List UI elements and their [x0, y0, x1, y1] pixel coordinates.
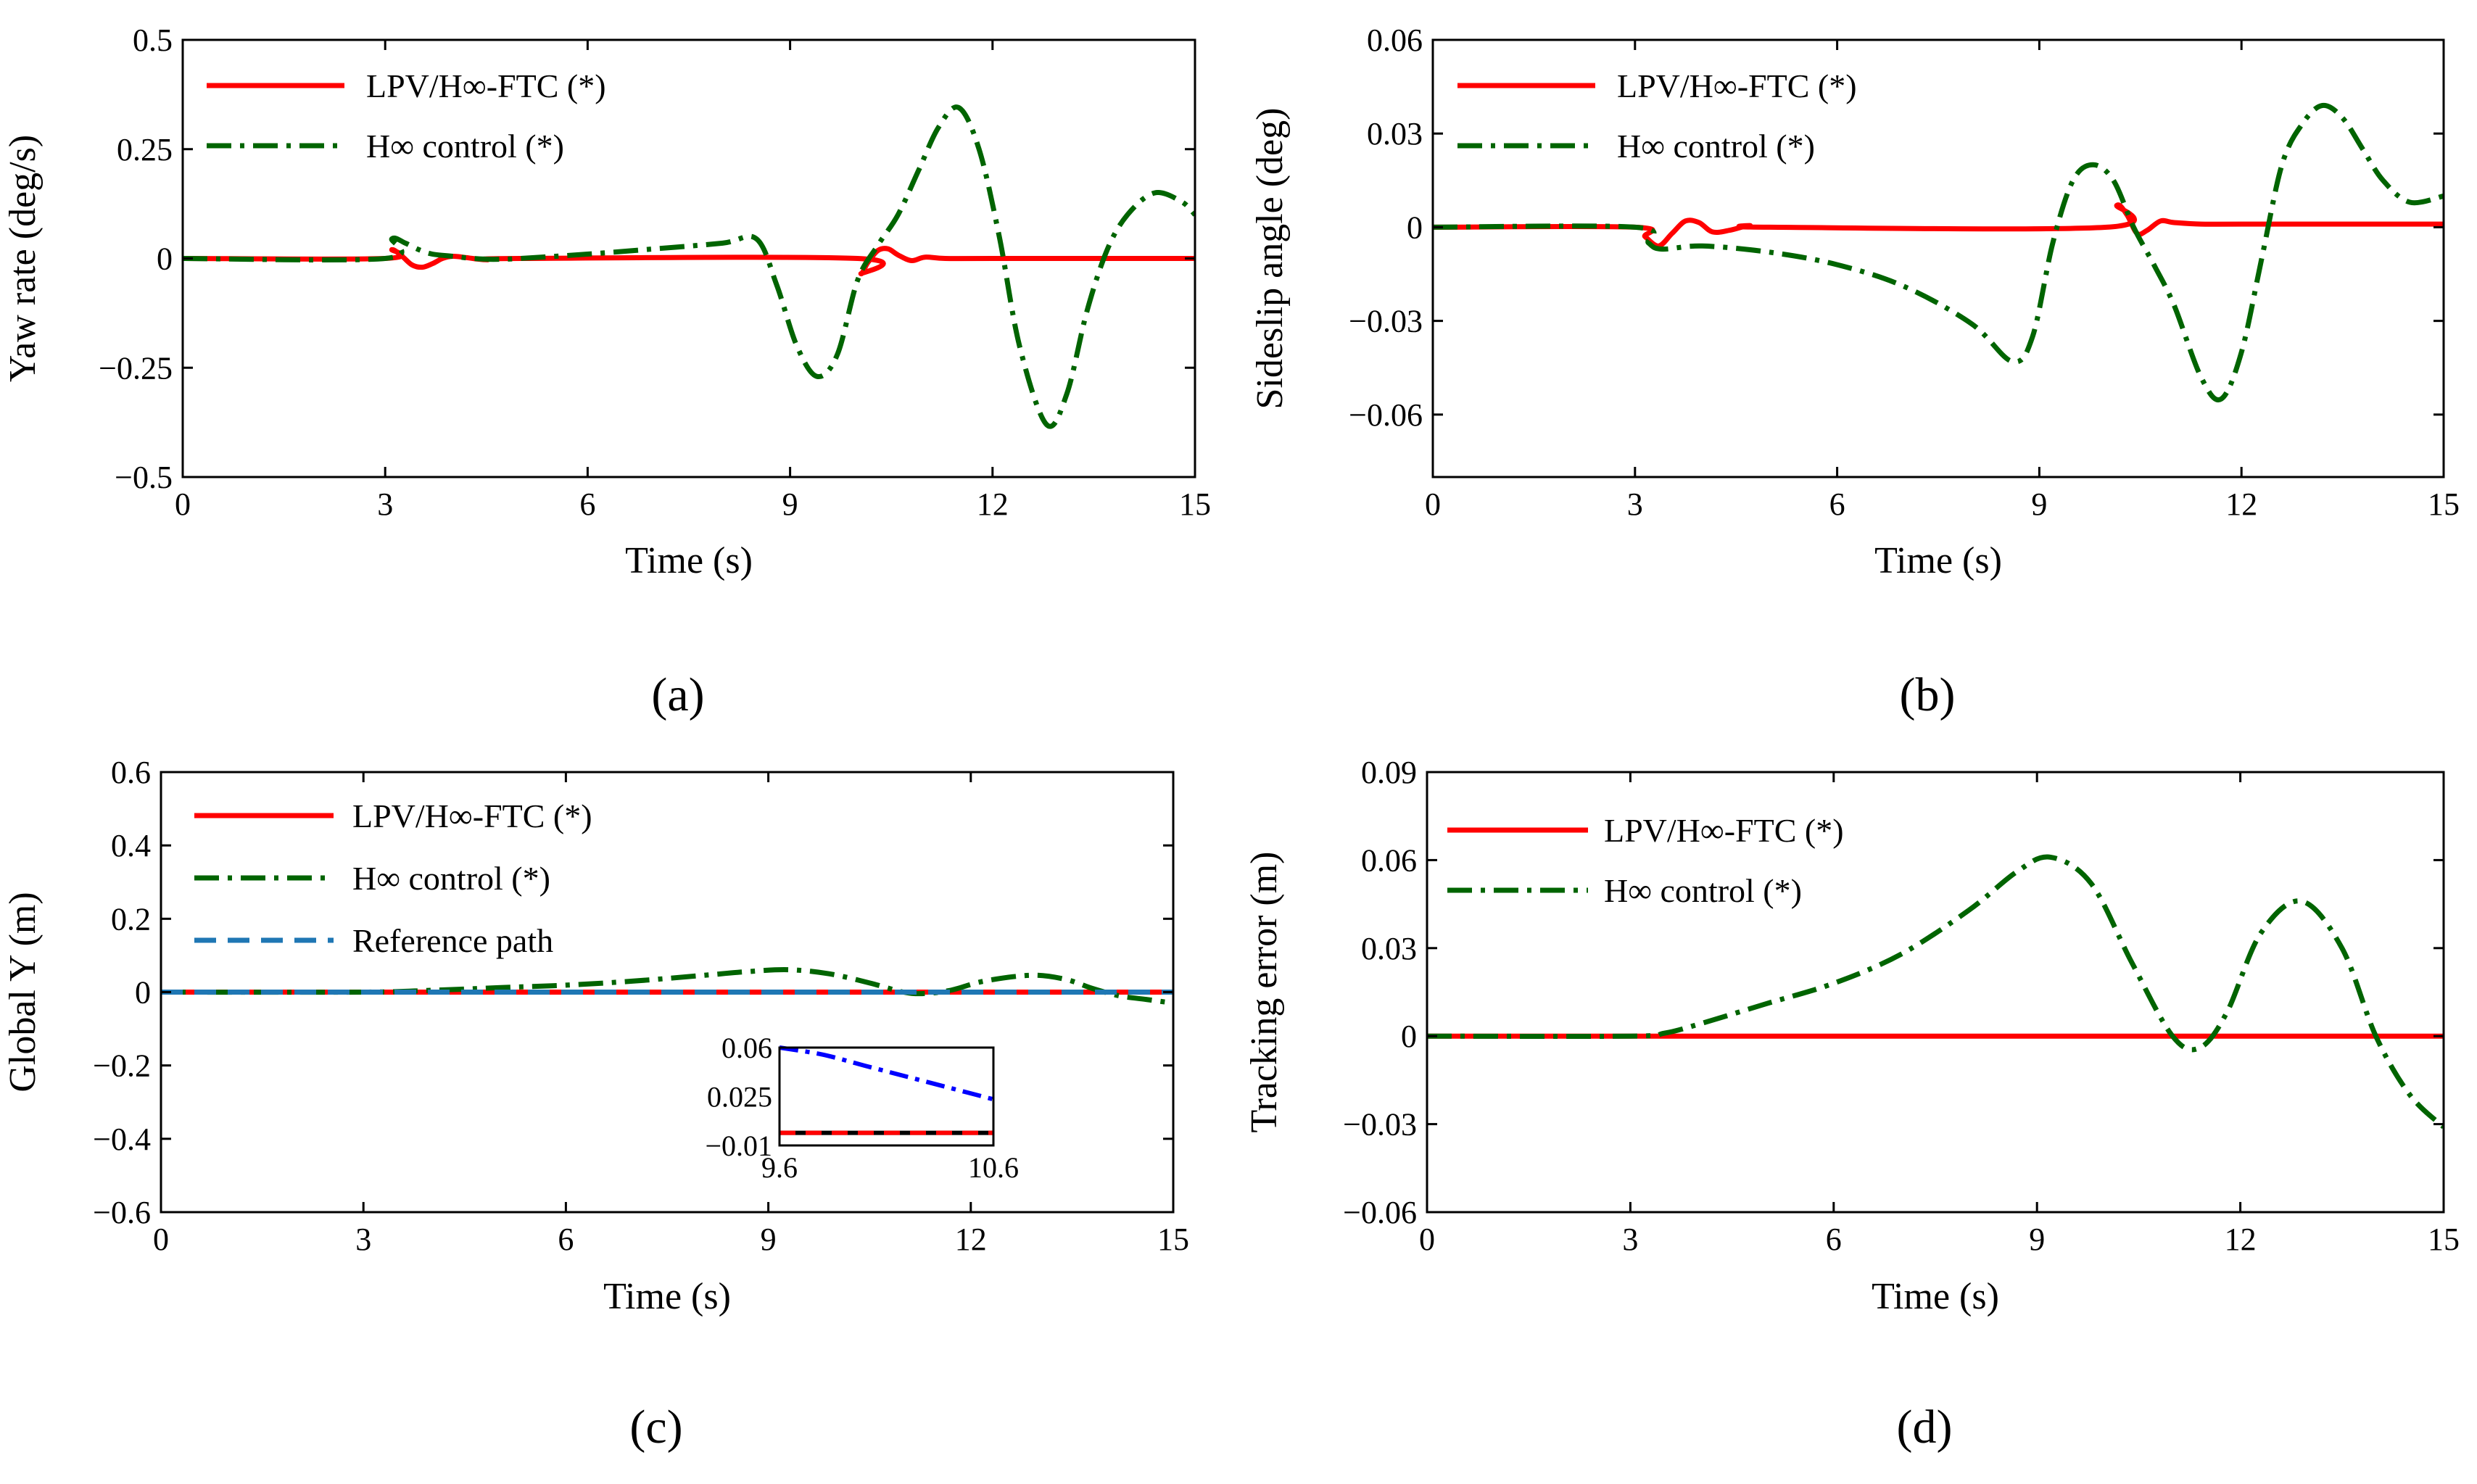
x-tick-label: 3 [355, 1222, 371, 1257]
legend-label-hinf: H∞ control (*) [1604, 872, 1802, 909]
x-tick-label: 12 [2225, 486, 2257, 522]
x-tick-label: 6 [1829, 486, 1845, 522]
legend-label-hinf: H∞ control (*) [352, 860, 550, 897]
x-tick-label: 3 [377, 486, 393, 522]
y-tick-label: 0 [1401, 1019, 1417, 1054]
inset-y-tick-label: −0.01 [705, 1129, 772, 1162]
y-axis-title: Sideslip angle (deg) [1249, 108, 1291, 410]
legend-label-ftc: LPV/H∞-FTC (*) [366, 67, 606, 104]
series-line-hinf [1433, 102, 2444, 403]
legend-label-ftc: LPV/H∞-FTC (*) [352, 797, 592, 834]
y-tick-label: 0.06 [1361, 842, 1417, 878]
series-line-ftc [1433, 202, 2444, 249]
x-tick-label: 15 [2428, 1222, 2460, 1257]
y-tick-label: 0.09 [1361, 755, 1417, 790]
chart-panel-b: 0 3 6 9 12 15 −0.06 −0.03 0 0.03 0.06 Time (s) Sides… [1249, 22, 2460, 721]
chart-panel-c: 0 3 6 9 12 15 −0.6 −0.4 −0.2 0 0.2 0.4 0.6 Time (s) Gl… [2, 755, 1189, 1454]
y-tick-label: 0.25 [117, 132, 173, 167]
x-tick-label: 3 [1622, 1222, 1638, 1257]
x-tick-label: 0 [175, 486, 191, 522]
x-axis-title: Time (s) [1874, 540, 2002, 581]
y-tick-label: −0.03 [1343, 1107, 1417, 1143]
panel-label: (c) [629, 1401, 682, 1454]
y-tick-label: −0.06 [1349, 397, 1423, 433]
x-tick-label: 9 [2029, 1222, 2045, 1257]
inset-line-inset_blue [779, 1045, 994, 1102]
y-tick-label: 0 [157, 241, 173, 277]
series-line-hinf [183, 104, 1195, 429]
legend-label-ftc: LPV/H∞-FTC (*) [1604, 812, 1844, 849]
series-line-ftc [183, 246, 1195, 277]
y-tick-label: −0.4 [93, 1122, 151, 1157]
x-tick-label: 9 [761, 1222, 777, 1257]
y-axis-title: Global Y (m) [2, 892, 44, 1092]
y-tick-label: 0 [1407, 210, 1423, 245]
plot-frame [1431, 38, 2445, 478]
legend-label-hinf: H∞ control (*) [366, 128, 564, 165]
inset-frame [778, 1046, 995, 1147]
y-tick-label: −0.06 [1343, 1195, 1417, 1230]
legend-label-hinf: H∞ control (*) [1617, 128, 1815, 165]
x-tick-label: 15 [2428, 486, 2460, 522]
y-tick-label: 0.6 [111, 755, 151, 790]
y-tick-label: 0.2 [111, 901, 151, 937]
plot-frame [1426, 771, 2445, 1214]
inset-x-tick-label: 10.6 [968, 1151, 1019, 1184]
legend-label-ref: Reference path [352, 922, 553, 959]
x-axis-title: Time (s) [1872, 1276, 1999, 1317]
x-axis-title: Time (s) [603, 1276, 731, 1317]
x-tick-label: 0 [1419, 1222, 1435, 1257]
x-axis-title: Time (s) [625, 540, 753, 581]
y-tick-label: 0.5 [133, 22, 173, 58]
inset-x-tick-label: 9.6 [761, 1151, 798, 1184]
y-tick-label: 0 [135, 975, 151, 1011]
x-tick-label: 12 [2225, 1222, 2257, 1257]
panel-label: (d) [1897, 1401, 1953, 1454]
x-tick-label: 15 [1157, 1222, 1189, 1257]
x-tick-label: 15 [1179, 486, 1211, 522]
x-tick-label: 6 [558, 1222, 574, 1257]
series-line-hinf [1427, 854, 2444, 1129]
x-tick-label: 6 [1826, 1222, 1842, 1257]
y-tick-label: 0.4 [111, 828, 151, 863]
inset-y-tick-label: 0.06 [721, 1032, 772, 1064]
x-tick-label: 9 [782, 486, 798, 522]
y-tick-label: −0.25 [99, 350, 173, 386]
y-tick-label: −0.5 [115, 460, 173, 495]
y-axis-title: Yaw rate (deg/s) [2, 135, 44, 382]
inset-background [780, 1048, 993, 1145]
chart-panel-d: 0 3 6 9 12 15 −0.06 −0.03 0 0.03 0.06 0.09 Time (s) T… [1244, 755, 2460, 1454]
y-tick-label: −0.2 [93, 1048, 151, 1084]
y-tick-label: 0.06 [1367, 22, 1423, 58]
y-axis-title: Tracking error (m) [1244, 852, 1285, 1133]
x-tick-label: 12 [955, 1222, 987, 1257]
series-line-hinf [161, 967, 1173, 1006]
chart-panel-a: 0 3 6 9 12 15 −0.5 −0.25 0 0.25 0.5 Time (s) Yaw rat… [2, 22, 1211, 721]
y-tick-label: −0.03 [1349, 304, 1423, 339]
y-tick-label: 0.03 [1361, 931, 1417, 966]
y-tick-label: −0.6 [93, 1195, 151, 1230]
x-tick-label: 0 [153, 1222, 169, 1257]
x-tick-label: 6 [579, 486, 595, 522]
inset-y-tick-label: 0.025 [707, 1081, 772, 1114]
legend-label-ftc: LPV/H∞-FTC (*) [1617, 67, 1857, 104]
x-tick-label: 12 [977, 486, 1009, 522]
y-tick-label: 0.03 [1367, 116, 1423, 152]
panel-label: (a) [651, 668, 704, 721]
x-tick-label: 0 [1425, 486, 1441, 522]
panel-label: (b) [1900, 668, 1956, 721]
x-tick-label: 3 [1627, 486, 1643, 522]
inset-zoom: 0.06 0.025 −0.019.6 10.6 [705, 1032, 1019, 1184]
x-tick-label: 9 [2031, 486, 2047, 522]
